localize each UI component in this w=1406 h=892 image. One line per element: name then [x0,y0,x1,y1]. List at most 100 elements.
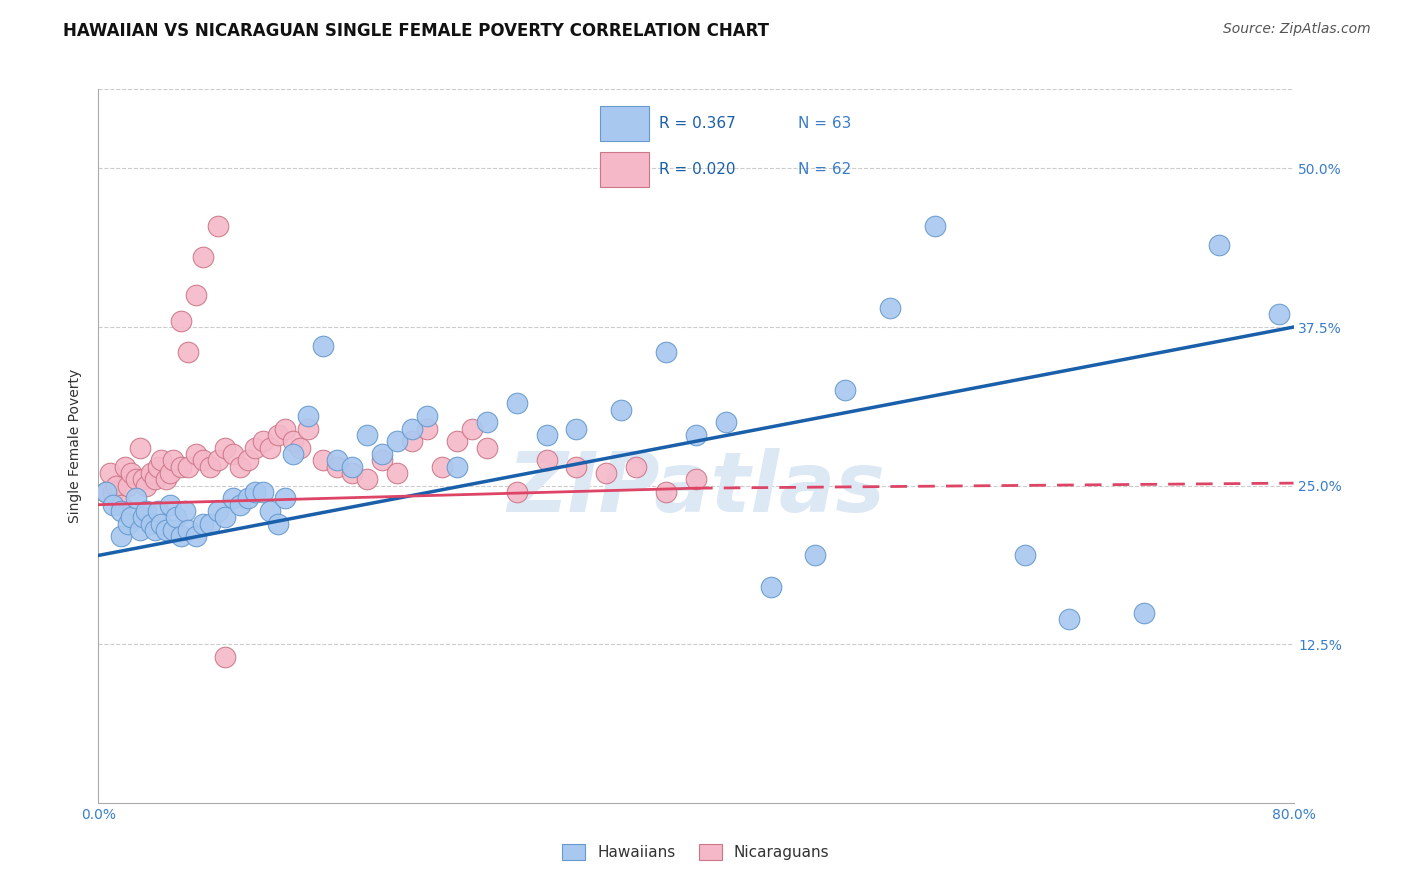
Point [267,428,290,442]
Point [103,485,125,500]
Point [759,580,782,594]
Point [162,523,184,537]
Point [1267,307,1289,321]
Point [222,447,245,461]
Y-axis label: Single Female Poverty: Single Female Poverty [69,369,83,523]
Point [155,472,177,486]
Point [207,219,229,233]
Point [117,516,139,531]
Point [155,523,177,537]
Point [356,472,378,486]
Point [125,491,148,506]
Point [184,447,207,461]
Point [129,523,152,537]
Point [169,529,191,543]
Point [401,421,423,435]
Text: N = 63: N = 63 [797,116,851,131]
Point [1208,237,1230,252]
Point [565,421,588,435]
Point [214,510,236,524]
Point [371,447,394,461]
Point [252,434,274,449]
Point [385,466,409,480]
Point [685,428,707,442]
Point [207,453,229,467]
Point [143,472,166,486]
Point [110,498,132,512]
Point [385,434,409,449]
Point [98,466,122,480]
Point [297,409,319,423]
Text: R = 0.020: R = 0.020 [658,162,735,178]
Point [159,498,181,512]
Point [595,466,617,480]
Point [184,288,207,302]
Point [281,434,304,449]
Point [267,516,290,531]
Point [150,453,173,467]
Point [610,402,633,417]
Point [565,459,588,474]
Point [120,466,142,480]
Point [177,345,200,359]
Point [416,409,439,423]
Point [536,428,558,442]
Point [356,428,378,442]
Point [430,459,453,474]
Point [326,453,349,467]
Point [214,441,236,455]
Point [416,421,439,435]
Point [924,219,946,233]
Point [259,441,281,455]
Point [150,516,173,531]
Point [446,459,468,474]
Point [200,459,222,474]
Point [475,415,498,429]
Point [714,415,737,429]
Point [135,478,157,492]
Point [685,472,707,486]
Point [252,485,274,500]
Point [148,504,170,518]
Point [135,504,157,518]
Point [245,485,267,500]
Point [281,447,304,461]
Text: R = 0.367: R = 0.367 [658,116,735,131]
Point [103,498,125,512]
Point [125,472,148,486]
Point [162,453,184,467]
Point [879,301,901,315]
Point [177,459,200,474]
Point [1059,612,1081,626]
Point [207,504,229,518]
Point [94,485,117,500]
Point [129,441,152,455]
Point [214,649,236,664]
Point [139,466,162,480]
Point [148,459,170,474]
Point [245,441,267,455]
Point [1133,606,1156,620]
Point [804,549,827,563]
Point [191,516,214,531]
Point [114,459,136,474]
Point [191,453,214,467]
Point [132,510,155,524]
Point [446,434,468,449]
Point [297,421,319,435]
Point [461,421,484,435]
Point [105,478,128,492]
Point [200,516,222,531]
Point [506,485,529,500]
Point [401,434,423,449]
Point [834,384,856,398]
Point [174,504,197,518]
Point [139,516,162,531]
Point [311,453,333,467]
Point [177,523,200,537]
Point [475,441,498,455]
Text: Source: ZipAtlas.com: Source: ZipAtlas.com [1223,22,1371,37]
Point [236,453,259,467]
Point [229,459,252,474]
Point [274,421,297,435]
